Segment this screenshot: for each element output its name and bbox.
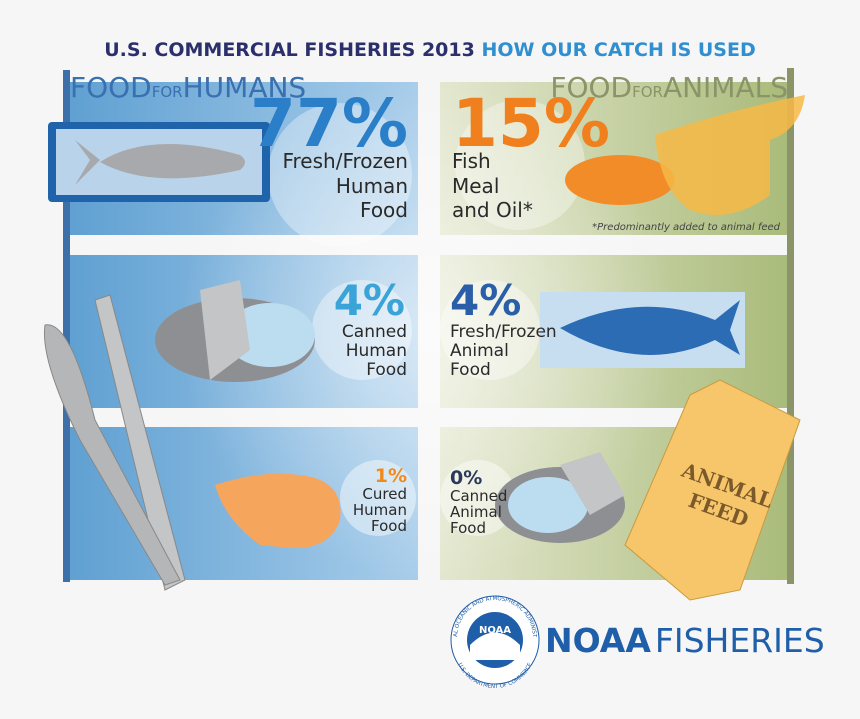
label-line: Canned bbox=[450, 487, 507, 505]
label-line: Fish bbox=[452, 149, 491, 173]
badge: NOAA bbox=[479, 625, 511, 636]
heading-part: FOR bbox=[632, 83, 663, 101]
knife bbox=[43, 324, 181, 586]
label-line: Animal bbox=[450, 503, 502, 521]
oil bbox=[655, 95, 805, 215]
illustrations bbox=[43, 95, 805, 601]
brand: NOAA FISHERIES bbox=[545, 621, 825, 660]
heading: FOODFORHUMANS bbox=[70, 71, 306, 104]
brand-part: NOAA bbox=[545, 621, 651, 660]
heading: FOODFORANIMALS bbox=[550, 71, 788, 104]
divider bbox=[63, 70, 70, 582]
bubble bbox=[268, 103, 412, 247]
fish bbox=[75, 140, 245, 185]
label-line: Food bbox=[450, 360, 491, 380]
divider bbox=[787, 68, 794, 584]
heading-part: FOR bbox=[152, 83, 183, 101]
bubble bbox=[340, 460, 416, 536]
label-line: Human bbox=[353, 501, 407, 519]
percent: 15% bbox=[452, 85, 610, 162]
heading-part: ANIMALS bbox=[663, 71, 788, 104]
label-line: Food bbox=[360, 198, 408, 222]
heading-part: FOOD bbox=[70, 71, 152, 104]
fish-meal bbox=[565, 155, 675, 205]
percent: 1% bbox=[375, 465, 407, 487]
label-line: Animal bbox=[450, 341, 509, 361]
can-fish bbox=[508, 477, 588, 533]
label-line: Food bbox=[371, 517, 407, 535]
title: U.S. COMMERCIAL FISHERIES 2013 HOW OUR C… bbox=[104, 39, 756, 61]
percent: 4% bbox=[334, 276, 405, 325]
percent: 0% bbox=[450, 467, 482, 489]
label-line: Cured bbox=[362, 485, 407, 503]
percent: 77% bbox=[250, 85, 408, 162]
feed-bag bbox=[624, 379, 801, 601]
title-highlight: HOW OUR CATCH IS USED bbox=[481, 39, 755, 61]
label-line: Food bbox=[450, 519, 486, 537]
heading-part: HUMANS bbox=[183, 71, 307, 104]
label-line: Canned bbox=[342, 322, 407, 342]
bubble bbox=[455, 100, 585, 230]
bubble bbox=[440, 280, 540, 380]
can-lid bbox=[200, 280, 250, 380]
can-lid bbox=[560, 452, 625, 515]
label-line: and Oil* bbox=[452, 198, 533, 222]
bubble bbox=[312, 280, 412, 380]
bubble bbox=[440, 460, 516, 536]
seal-bird bbox=[470, 632, 520, 660]
label-line: Food bbox=[366, 360, 407, 380]
label-line: Meal bbox=[452, 174, 499, 198]
glow bbox=[180, 80, 680, 580]
title-main: U.S. COMMERCIAL FISHERIES 2013 bbox=[104, 39, 475, 61]
label-line: Human bbox=[336, 174, 408, 198]
salmon bbox=[215, 473, 341, 549]
label-line: Human bbox=[346, 341, 407, 361]
label-line: Fresh/Frozen bbox=[282, 149, 408, 173]
footnote: *Predominantly added to animal feed bbox=[592, 222, 780, 233]
percent: 4% bbox=[450, 276, 521, 325]
fish bbox=[560, 300, 740, 355]
fork bbox=[94, 294, 186, 591]
heading-part: FOOD bbox=[550, 71, 632, 104]
brand-part: FISHERIES bbox=[655, 621, 825, 660]
label-line: Fresh/Frozen bbox=[450, 322, 557, 342]
